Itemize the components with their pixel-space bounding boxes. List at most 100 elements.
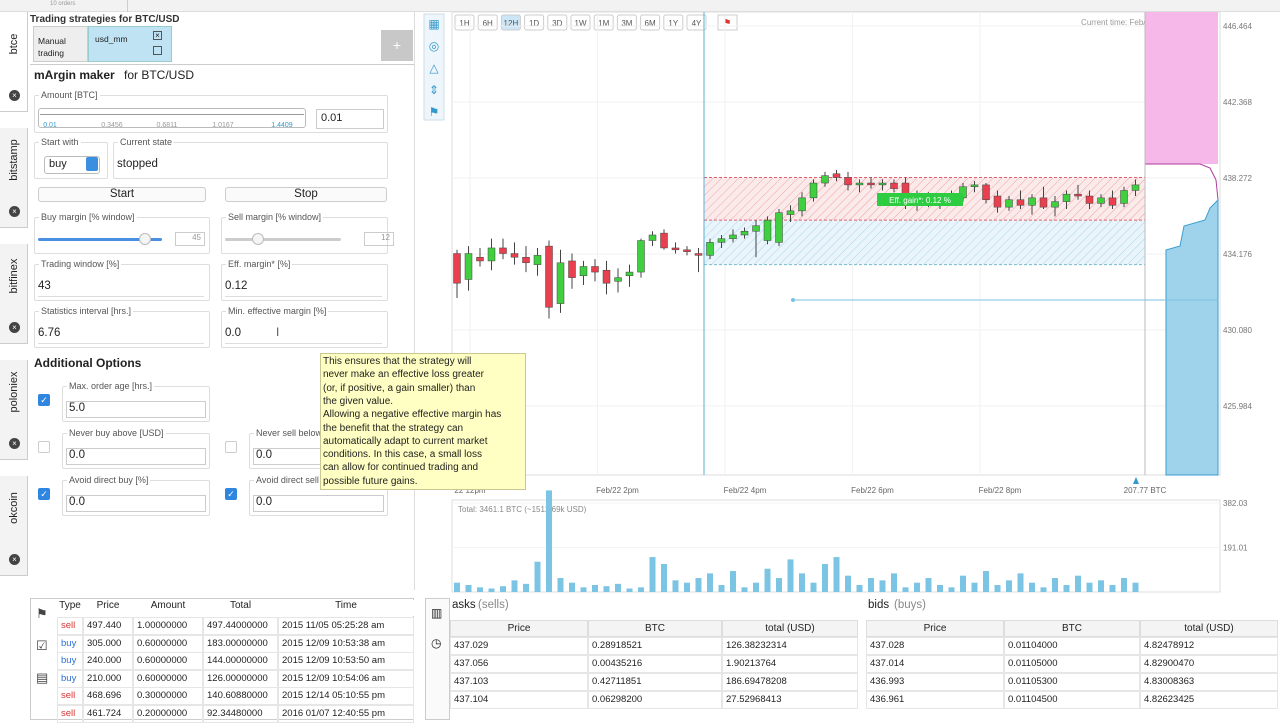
tooltip-line: the benefit that the strategy can — [323, 422, 464, 434]
volume-bar — [546, 490, 552, 592]
top-strip — [0, 0, 1280, 12]
exchange-name: okcoin — [8, 492, 20, 524]
volume-bar — [822, 564, 828, 592]
fieldset: Avoid direct sell [%] 0.0 — [249, 475, 388, 516]
exchange-tab[interactable]: okcoin × — [0, 476, 28, 576]
trade-cell: 183.00000000 — [203, 634, 278, 653]
slider-knob — [139, 233, 151, 245]
tooltip-line: Allowing a negative effective margin has — [323, 409, 502, 421]
book-title: bids — [868, 599, 890, 611]
volume-bar — [672, 580, 679, 592]
trade-cell: 126.00000000 — [203, 669, 278, 688]
volume-bar — [1098, 580, 1104, 592]
book-header: BTC — [1004, 620, 1140, 637]
candle-body — [763, 219, 772, 241]
trade-cell: 92.34480000 — [203, 705, 278, 723]
exchange-tab[interactable]: bitstamp × — [0, 128, 28, 228]
volume-bar — [649, 557, 656, 592]
trade-cell: 2015 12/09 10:53:38 am — [278, 634, 414, 653]
volume-bar — [994, 585, 1001, 592]
book-subtitle: (buys) — [894, 599, 926, 611]
book-header: BTC — [588, 620, 722, 637]
field-underline — [225, 296, 382, 297]
candle-body — [1120, 190, 1128, 204]
field-label: Buy margin [% window] — [39, 212, 137, 222]
interval-label: 1M — [598, 19, 609, 28]
fieldset: Amount [BTC] 0.01 0.3456 0.6811 1.0167 1.4409… — [34, 90, 388, 133]
strategy-tab[interactable]: usd_mm — [88, 26, 172, 62]
table-header: Time — [278, 600, 414, 616]
x-tick-label: Feb/22 4pm — [724, 486, 767, 495]
volume-bar — [937, 585, 943, 592]
candle-body — [982, 184, 990, 200]
volume-bar — [557, 578, 564, 592]
option-value: 0.0 — [66, 495, 206, 512]
exchange-tab[interactable]: btce × — [0, 12, 28, 112]
y-tick-label: 425.984 — [1223, 402, 1252, 411]
trade-cell: 1.00000000 — [133, 617, 203, 635]
trade-icon: ⚑ — [36, 606, 48, 621]
candle-body — [660, 232, 668, 249]
trade-cell: 0.60000000 — [133, 669, 203, 688]
interval-label: 6H — [483, 19, 493, 28]
tooltip-line: possible future gains. — [323, 475, 418, 487]
candle-body — [1028, 197, 1036, 206]
candle-body — [890, 182, 898, 189]
volume-bar — [1017, 573, 1024, 592]
trade-cell: sell — [57, 687, 83, 706]
interval-label: 4Y — [692, 19, 702, 28]
action-button[interactable]: Start — [38, 187, 206, 202]
fieldset: Max. order age [hrs.] 5.0 — [62, 381, 210, 422]
candle-body — [533, 255, 542, 265]
book-cell: 436.993 — [866, 673, 1004, 691]
trade-cell: 210.000 — [83, 669, 133, 688]
strategy-tab[interactable]: Manual trading — [33, 26, 88, 62]
field-label: Sell margin [% window] — [226, 212, 324, 222]
cursor: I — [276, 325, 280, 339]
tool-icon: △ — [429, 61, 439, 75]
candle-body — [1039, 197, 1048, 208]
x-tick-label: 22 12pm — [454, 486, 485, 495]
y-tick-label: 446.464 — [1223, 22, 1252, 31]
volume-bar — [914, 582, 920, 592]
volume-tick-label: 382.03 — [1223, 499, 1248, 508]
candle-body — [671, 247, 680, 251]
candle-body — [844, 177, 852, 186]
volume-bar — [971, 582, 978, 592]
exchange-tab[interactable]: bitfinex × — [0, 244, 28, 344]
field-label: Statistics interval [hrs.] — [39, 306, 134, 316]
exchange-name: bitstamp — [8, 139, 20, 181]
trade-icon: ▤ — [36, 670, 49, 685]
field-label: Amount [BTC] — [39, 90, 100, 100]
start-select[interactable]: buy — [44, 156, 100, 174]
volume-bar — [603, 586, 610, 592]
candle-body — [694, 253, 703, 256]
volume-bar — [718, 585, 725, 592]
field-underline — [38, 296, 204, 297]
book-cell: 27.52968413 — [722, 691, 858, 709]
field-underline — [38, 343, 204, 344]
add-button[interactable]: + — [381, 30, 413, 61]
book-icon: ▥ — [431, 606, 443, 620]
slider-tick: 1.0167 — [212, 122, 234, 129]
book-cell: 436.961 — [866, 691, 1004, 709]
candle-body — [729, 234, 737, 239]
trade-cell: 0.30000000 — [133, 687, 203, 706]
volume-bar — [868, 578, 874, 592]
amount-input[interactable]: 0.01 — [316, 109, 384, 129]
volume-bar — [891, 573, 897, 592]
field-value: 43 — [38, 280, 51, 292]
volume-bar — [465, 585, 472, 592]
checkbox: ✓ — [38, 394, 50, 406]
book-cell: 0.01104000 — [1004, 637, 1140, 655]
volume-bar — [983, 571, 989, 592]
candle-body — [602, 269, 611, 284]
action-button[interactable]: Stop — [225, 187, 387, 202]
book-cell: 437.104 — [450, 691, 588, 709]
table-header: Amount — [133, 600, 203, 616]
field-label: Current state — [118, 137, 175, 147]
slider-tick: 0.3456 — [101, 122, 123, 129]
exchange-tab[interactable]: poloniex × — [0, 360, 28, 460]
fieldset: Never buy above [USD] 0.0 — [62, 428, 210, 469]
